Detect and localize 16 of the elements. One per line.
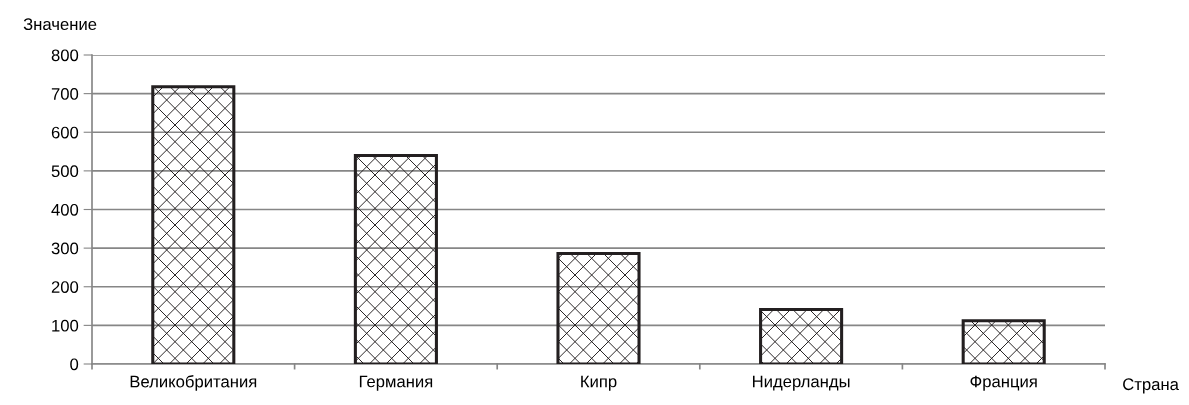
y-tick-label: 600 [51,126,79,139]
y-tick-label: 100 [52,319,79,332]
x-tick-label: Франция [970,375,1037,391]
x-axis-title: Страна [1123,378,1179,394]
y-axis-title: Значение [23,18,97,31]
y-tick-label: 200 [51,281,79,293]
y-tick-label: 800 [51,49,79,62]
x-tick-label: Нидерланды [753,375,850,391]
y-tick-label: 500 [51,165,79,178]
y-tick-label: 700 [51,88,79,100]
y-tick-label: 400 [51,203,79,216]
y-tick-label: 0 [70,358,79,371]
x-tick-label: Кипр [581,375,617,391]
y-tick-label: 300 [51,242,79,255]
x-tick-label: Германия [359,375,433,391]
x-tick-label: Великобритания [130,375,257,391]
